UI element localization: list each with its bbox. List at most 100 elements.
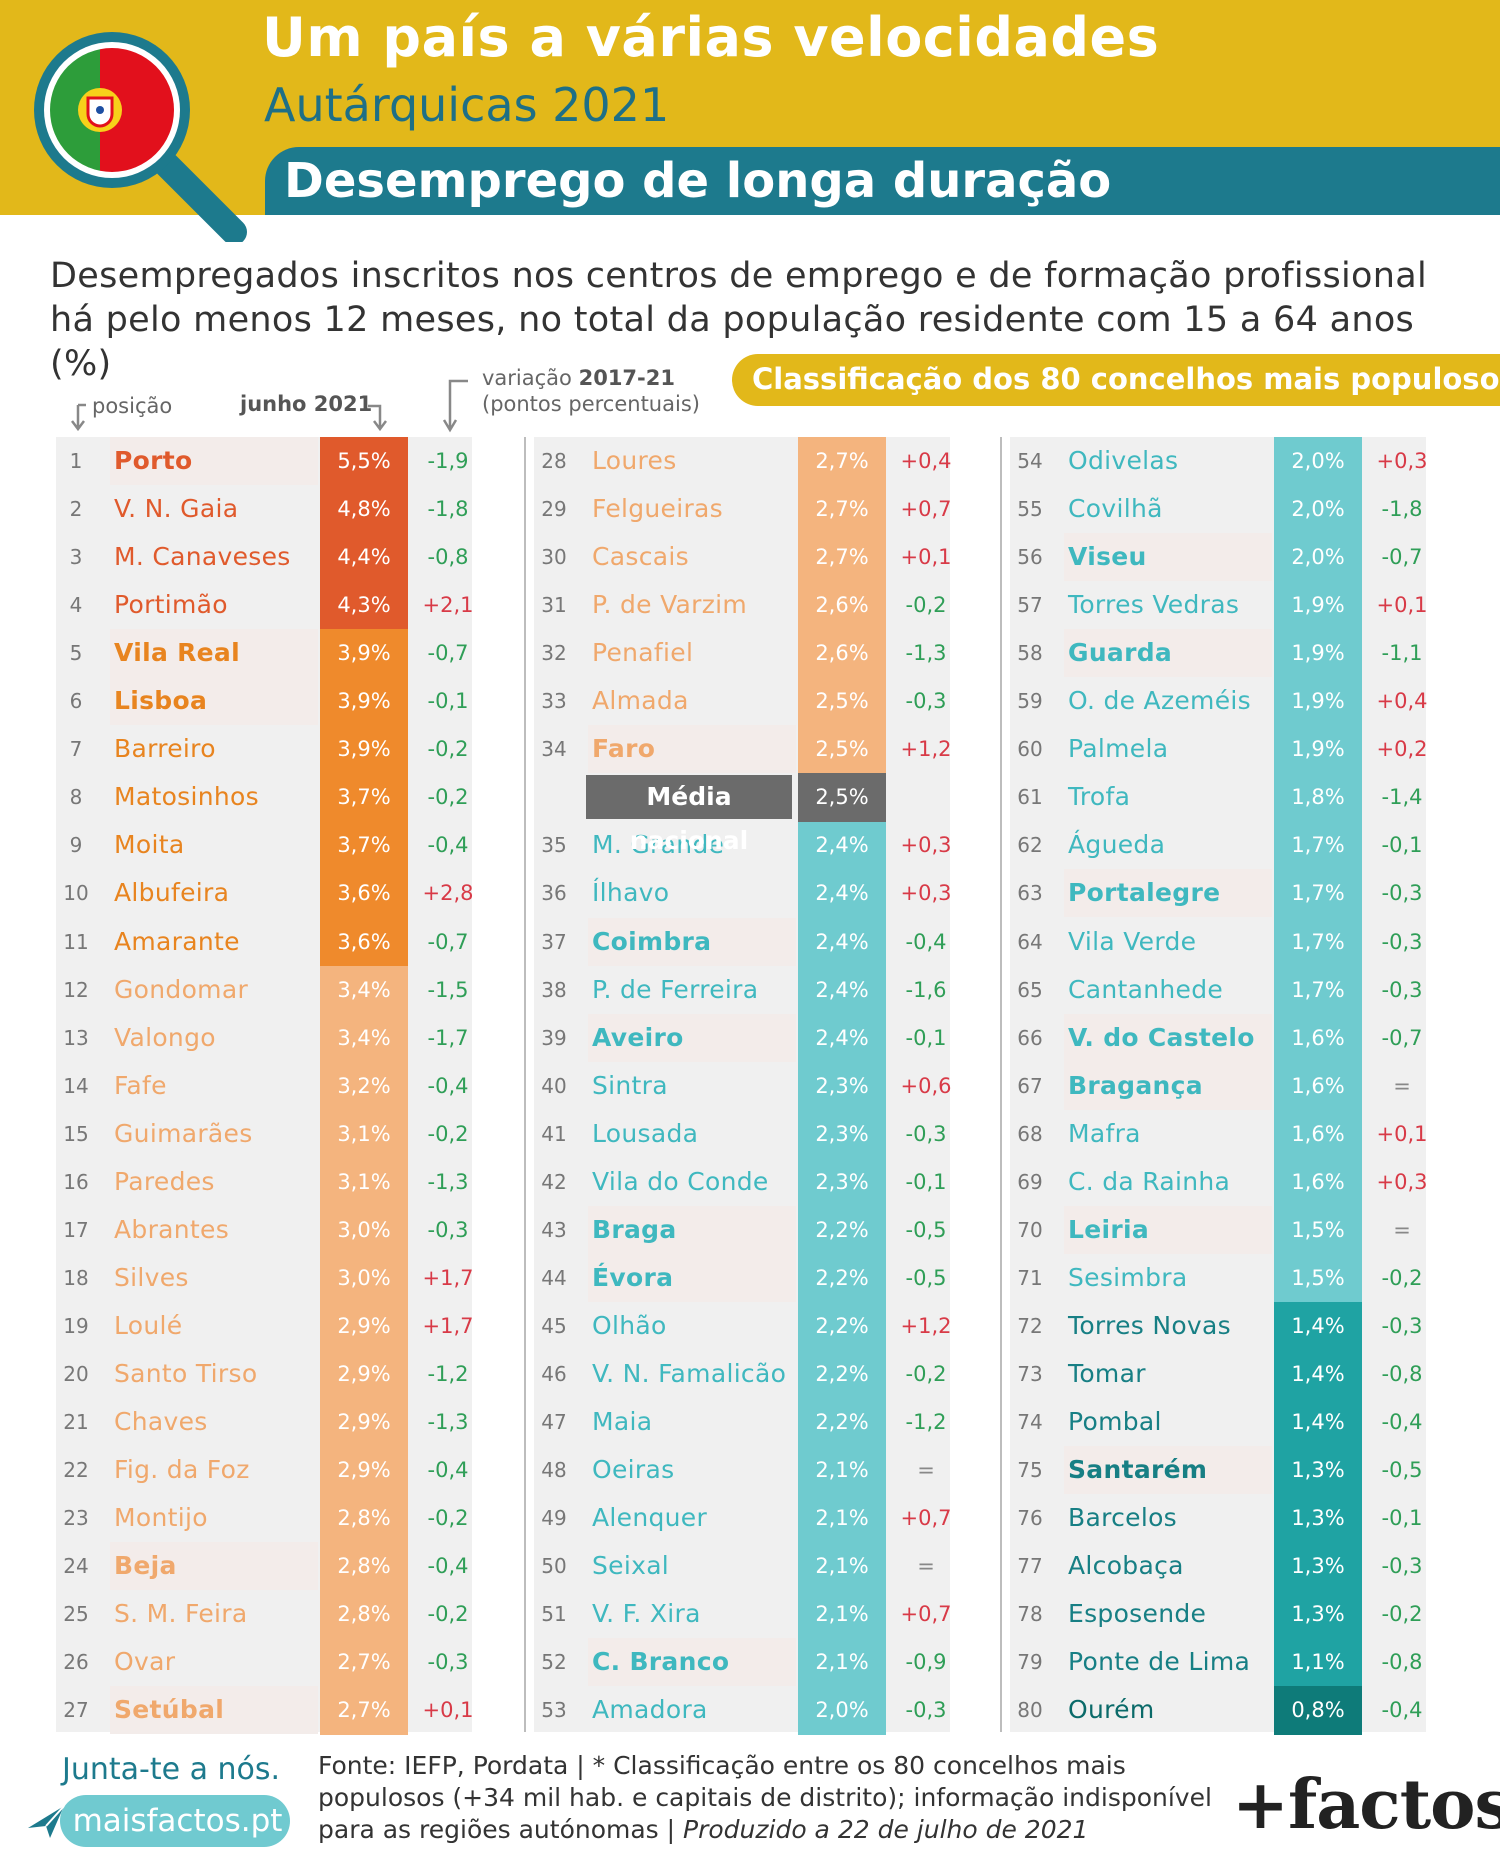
- variation-period: 2017-21: [578, 366, 675, 390]
- unemployment-value: 1,7%: [1274, 821, 1362, 870]
- position-number: 17: [63, 1217, 89, 1242]
- municipality-name: Lisboa: [110, 677, 318, 726]
- position-number: 78: [1017, 1602, 1043, 1627]
- position-number: 73: [1017, 1361, 1043, 1386]
- position-number: 48: [541, 1458, 567, 1483]
- variation-value: +0,3: [900, 833, 952, 858]
- position-number: 75: [1017, 1458, 1043, 1483]
- unemployment-value: 2,2%: [798, 1205, 886, 1255]
- variation-value: +0,3: [1376, 1169, 1428, 1194]
- chart-description: Desempregados inscritos nos centros de e…: [50, 256, 1428, 384]
- variation-value: +0,6: [900, 1073, 952, 1098]
- unemployment-value: 2,9%: [320, 1349, 408, 1399]
- municipality-name: Ílhavo: [592, 878, 670, 908]
- variation-value: -1,8: [427, 497, 469, 522]
- municipality-name: Évora: [588, 1253, 796, 1302]
- position-number: 43: [541, 1217, 567, 1242]
- position-number: 37: [541, 929, 567, 954]
- variation-value: -0,3: [905, 1121, 947, 1146]
- variation-value: -0,8: [427, 545, 469, 570]
- unemployment-value: 3,1%: [320, 1109, 408, 1159]
- position-number: 41: [541, 1121, 567, 1146]
- website-link[interactable]: maisfactos.pt: [72, 1803, 283, 1839]
- variation-value: -0,7: [427, 929, 469, 954]
- unemployment-value: 2,1%: [798, 1590, 886, 1639]
- variation-value: -0,7: [1381, 1025, 1423, 1050]
- unemployment-value: 1,5%: [1274, 1253, 1362, 1303]
- variation-value: -0,2: [427, 1602, 469, 1627]
- municipality-name: Faro: [588, 725, 796, 774]
- unemployment-value: 2,7%: [798, 485, 886, 534]
- municipality-name: Setúbal: [110, 1686, 318, 1735]
- unemployment-value: 3,9%: [320, 629, 408, 678]
- variation-value: -0,3: [427, 1650, 469, 1675]
- unemployment-value: 1,6%: [1274, 1109, 1362, 1159]
- unemployment-value: 3,4%: [320, 1013, 408, 1063]
- unemployment-value: 2,4%: [798, 821, 886, 870]
- municipality-name: Ourém: [1068, 1695, 1155, 1725]
- position-number: 24: [63, 1554, 89, 1579]
- variation-value: +2,1: [422, 593, 474, 618]
- magnifier-flag-logo: [34, 32, 247, 242]
- unemployment-value: 3,1%: [320, 1157, 408, 1207]
- variation-value: +1,2: [900, 1313, 952, 1338]
- website-pill[interactable]: [60, 1795, 290, 1847]
- municipality-name: Bragança: [1064, 1061, 1272, 1110]
- variation-value: -0,5: [1381, 1458, 1423, 1483]
- position-number: 39: [541, 1025, 567, 1050]
- position-number: 25: [63, 1602, 89, 1627]
- unemployment-value: 2,1%: [798, 1542, 886, 1591]
- topic-title: Desemprego de longa duração: [284, 153, 1112, 209]
- position-number: 53: [541, 1698, 567, 1723]
- municipality-name: Torres Novas: [1068, 1310, 1231, 1340]
- municipality-name: Vila Verde: [1068, 926, 1197, 956]
- municipality-name: Silves: [114, 1262, 189, 1292]
- municipality-name: Torres Vedras: [1068, 590, 1240, 620]
- join-us-text: Junta-te a nós.: [62, 1752, 281, 1787]
- position-number: 64: [1017, 929, 1043, 954]
- position-number: 10: [63, 881, 89, 906]
- unemployment-value: 2,4%: [798, 917, 886, 967]
- unemployment-value: 3,2%: [320, 1061, 408, 1111]
- municipality-name: M. Canaveses: [114, 542, 291, 572]
- position-number: 12: [63, 977, 89, 1002]
- unemployment-value: 2,2%: [798, 1398, 886, 1447]
- position-number: 31: [541, 593, 567, 618]
- position-number: 40: [541, 1073, 567, 1098]
- variation-value: +0,4: [900, 449, 952, 473]
- unemployment-value: 3,6%: [320, 869, 408, 918]
- variation-value: =: [917, 1458, 935, 1483]
- variation-value: -0,5: [905, 1217, 947, 1242]
- unemployment-value: 2,3%: [798, 1157, 886, 1207]
- variation-value: -0,2: [427, 785, 469, 810]
- variation-value: +2,8: [422, 881, 474, 906]
- municipality-name: Penafiel: [592, 638, 694, 668]
- unemployment-value: 3,7%: [320, 821, 408, 870]
- variation-value: +0,4: [1376, 689, 1428, 714]
- municipality-name: Amadora: [592, 1695, 708, 1725]
- municipality-name: Cascais: [592, 542, 689, 572]
- variation-value: +0,7: [900, 1506, 952, 1531]
- variation-value: -0,3: [905, 1698, 947, 1723]
- page-subtitle: Autárquicas 2021: [264, 78, 670, 132]
- position-number: 35: [541, 833, 567, 858]
- municipality-name: Santo Tirso: [114, 1358, 258, 1388]
- variation-value: -0,7: [427, 641, 469, 666]
- unemployment-value: 2,6%: [798, 581, 886, 630]
- position-label: posição: [92, 394, 173, 418]
- variation-value: -1,5: [427, 977, 469, 1002]
- municipality-name: Abrantes: [114, 1214, 230, 1244]
- unemployment-value: 2,2%: [798, 1253, 886, 1303]
- municipality-name: Pombal: [1068, 1407, 1162, 1436]
- position-number: 42: [541, 1169, 567, 1194]
- municipality-name: Alcobaça: [1068, 1551, 1184, 1581]
- unemployment-value: 3,0%: [320, 1205, 408, 1255]
- unemployment-value: 2,0%: [798, 1686, 886, 1735]
- variation-value: +0,1: [900, 545, 952, 570]
- position-number: 2: [69, 497, 83, 522]
- variation-value: +0,2: [1376, 737, 1428, 762]
- unemployment-value: 2,3%: [798, 1109, 886, 1159]
- unemployment-value: 2,7%: [320, 1686, 408, 1735]
- variation-arrow-icon: [442, 379, 468, 433]
- variation-value: -1,6: [905, 977, 947, 1002]
